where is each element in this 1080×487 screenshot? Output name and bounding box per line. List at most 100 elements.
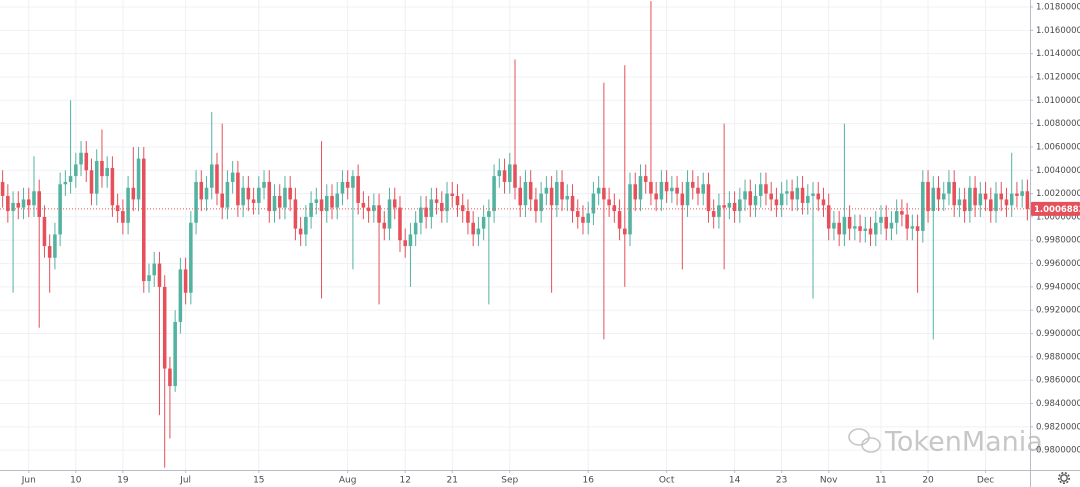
candle-body: [126, 187, 130, 223]
y-tick-label: 1.00200000: [1036, 189, 1080, 199]
candle-body: [47, 246, 52, 258]
candle-body: [915, 226, 920, 231]
candle-body: [105, 167, 109, 177]
y-tick-label: 1.01000000: [1036, 96, 1080, 106]
candle-body: [445, 193, 449, 212]
candle-body: [455, 195, 460, 206]
candle-body: [434, 199, 439, 203]
candle-body: [84, 152, 89, 171]
candle-body: [487, 211, 491, 217]
candle-body: [0, 181, 5, 196]
candle-body: [272, 195, 277, 212]
y-tick-label: 1.01800000: [1036, 2, 1080, 12]
candle-body: [324, 195, 329, 212]
y-tick-label: 1.01400000: [1036, 49, 1080, 59]
candle-body: [225, 181, 230, 208]
watermark: TokenMania: [848, 427, 1043, 458]
candle-body: [288, 187, 292, 200]
candle-body: [539, 193, 543, 212]
candle-body: [701, 184, 706, 194]
candle-body: [879, 216, 883, 223]
candle-body: [136, 158, 141, 200]
candle-body: [330, 195, 334, 208]
candle-body: [413, 222, 418, 235]
candle-body: [246, 187, 251, 200]
candle-body: [392, 199, 397, 208]
candle-body: [241, 187, 245, 206]
candle-body: [147, 275, 151, 282]
candle-body: [262, 181, 266, 188]
candle-body: [947, 181, 951, 194]
candle-body: [115, 205, 120, 212]
candle-body: [16, 202, 21, 208]
candle-body: [968, 187, 972, 212]
candle-body: [565, 195, 570, 200]
candle-body: [623, 228, 627, 235]
candle-body: [680, 193, 685, 206]
candle-body: [21, 199, 26, 208]
candle-body: [142, 158, 146, 282]
candle-body: [1020, 191, 1024, 196]
candle-body: [215, 164, 219, 194]
candle-body: [68, 176, 73, 182]
candle-body: [978, 193, 983, 206]
candle-body: [199, 181, 204, 200]
candle-body: [999, 193, 1004, 200]
candle-body: [983, 193, 988, 200]
candle-body: [602, 187, 606, 200]
settings-button[interactable]: [1058, 472, 1070, 484]
x-tick-label: Jul: [179, 476, 191, 486]
candle-body: [936, 187, 941, 200]
candle-body: [32, 191, 36, 206]
y-tick-label: 1.01200000: [1036, 72, 1080, 82]
settings-icon[interactable]: [1060, 474, 1068, 482]
candle-body: [1025, 191, 1030, 209]
candle-body: [685, 181, 690, 206]
candle-body: [513, 164, 517, 188]
candle-body: [764, 184, 768, 194]
candle-body: [570, 195, 575, 212]
last-price-label: 1.00068833: [1034, 205, 1080, 215]
candle-body: [518, 187, 523, 206]
y-tick-label: 1.00000000: [1036, 212, 1080, 222]
candle-body: [931, 187, 936, 212]
x-tick-label: 15: [253, 476, 264, 486]
candle-body: [209, 164, 214, 188]
candle-body: [722, 205, 726, 208]
candle-body: [429, 199, 434, 217]
candle-body: [581, 216, 585, 223]
candle-body: [450, 193, 455, 196]
candle-body: [596, 187, 601, 194]
candle-body: [528, 181, 533, 200]
x-tick-label: Sep: [501, 476, 518, 486]
candle-body: [738, 199, 742, 212]
candle-body: [711, 211, 716, 217]
candle-body: [837, 222, 841, 235]
candle-body: [952, 181, 956, 206]
y-tick-label: 1.01600000: [1036, 26, 1080, 36]
candle-body: [910, 226, 915, 229]
candle-body: [769, 193, 773, 200]
candle-body: [591, 193, 596, 214]
x-tick-label: 19: [117, 476, 129, 486]
candle-body: [717, 205, 721, 217]
candle-body: [366, 207, 371, 212]
candle-body: [962, 199, 967, 212]
candle-body: [617, 211, 622, 229]
candle-body: [476, 228, 481, 235]
candle-body: [157, 263, 162, 287]
candle-body: [748, 191, 753, 206]
candle-body: [816, 193, 821, 200]
candle-body: [753, 195, 758, 206]
candle-body: [842, 216, 847, 235]
candle-body: [37, 191, 41, 217]
candle-body: [63, 181, 68, 185]
x-tick-label: 20: [922, 476, 934, 486]
candle-body: [277, 195, 282, 208]
settings-icon-teeth[interactable]: [1058, 472, 1070, 484]
candle-body: [372, 205, 376, 212]
candle-body: [377, 205, 381, 223]
